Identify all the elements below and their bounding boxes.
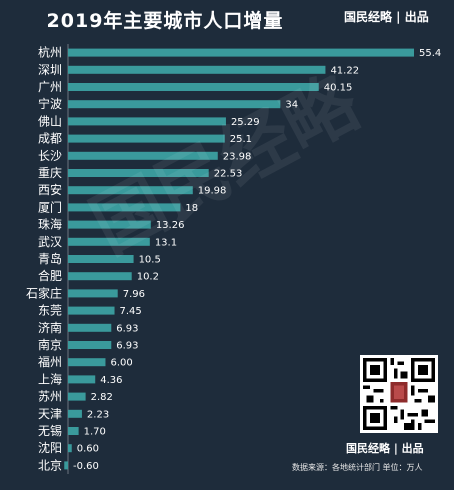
category-label: 无锡 xyxy=(38,423,62,438)
category-label: 广州 xyxy=(38,80,62,94)
bar xyxy=(68,358,106,367)
category-label: 北京 xyxy=(38,458,62,472)
category-label: 南京 xyxy=(38,337,62,352)
value-label: 18 xyxy=(185,203,198,214)
value-label: 25.29 xyxy=(231,117,260,128)
value-label: 13.26 xyxy=(156,220,185,231)
brand-label-bottom: 国民经略 | 出品 xyxy=(346,442,424,455)
value-label: 25.1 xyxy=(230,134,252,145)
category-label: 东莞 xyxy=(38,304,62,318)
value-label: 1.70 xyxy=(84,427,106,438)
category-label: 珠海 xyxy=(38,217,62,232)
value-label: 6.93 xyxy=(116,341,138,352)
bar xyxy=(68,306,115,315)
bar xyxy=(68,100,281,109)
bar xyxy=(68,427,79,435)
value-label: 55.4 xyxy=(419,48,441,59)
bar xyxy=(68,444,72,453)
category-label: 苏州 xyxy=(38,390,62,404)
bar xyxy=(68,65,326,74)
category-label: 长沙 xyxy=(38,149,62,163)
chart-title: 2019年主要城市人口增量 xyxy=(46,10,284,32)
category-label: 重庆 xyxy=(38,166,62,180)
bar xyxy=(68,220,151,229)
bar xyxy=(68,392,86,401)
category-label: 青岛 xyxy=(38,251,62,266)
category-label: 天津 xyxy=(38,407,62,421)
value-label: 19.98 xyxy=(198,186,227,197)
value-label: 6.93 xyxy=(116,323,138,334)
bar xyxy=(64,461,68,470)
value-label: 6.00 xyxy=(110,358,132,369)
value-label: 7.45 xyxy=(120,306,142,317)
bar xyxy=(68,117,226,126)
value-label: 0.60 xyxy=(77,444,99,455)
bar xyxy=(68,255,134,263)
category-label: 深圳 xyxy=(38,63,62,77)
bar xyxy=(68,341,112,349)
bar xyxy=(68,151,218,160)
category-label: 石家庄 xyxy=(26,285,62,300)
value-label: 10.5 xyxy=(139,255,161,266)
category-label: 佛山 xyxy=(38,114,62,128)
qr-code-icon xyxy=(360,355,438,433)
bar xyxy=(68,375,96,384)
category-label: 成都 xyxy=(38,132,62,146)
value-label: 4.36 xyxy=(100,375,122,386)
value-label: 13.1 xyxy=(155,237,177,248)
brand-label-top: 国民经略 | 出品 xyxy=(344,10,429,24)
category-label: 福州 xyxy=(38,354,62,369)
bar xyxy=(68,409,82,418)
bar xyxy=(68,83,319,91)
bar xyxy=(68,289,118,298)
bar xyxy=(68,272,132,281)
value-label: 10.2 xyxy=(137,272,159,283)
value-label: 22.53 xyxy=(214,169,243,180)
category-label: 沈阳 xyxy=(38,440,62,455)
value-label: 7.96 xyxy=(123,289,145,300)
bar xyxy=(68,186,193,195)
value-label: 40.15 xyxy=(324,83,353,94)
category-label: 杭州 xyxy=(38,45,62,60)
bar xyxy=(68,323,112,332)
category-label: 合肥 xyxy=(38,268,62,283)
category-label: 上海 xyxy=(38,371,62,386)
category-label: 西安 xyxy=(38,182,62,197)
data-source-note: 数据来源：各地统计部门 单位：万人 xyxy=(292,463,423,472)
value-label: 41.22 xyxy=(330,65,359,76)
category-label: 武汉 xyxy=(38,235,62,249)
value-label: 2.23 xyxy=(87,409,109,420)
bar xyxy=(68,237,150,246)
bar xyxy=(68,203,181,212)
value-label: 2.82 xyxy=(91,392,113,403)
value-label: 34 xyxy=(285,100,298,111)
bar xyxy=(68,134,225,143)
category-label: 宁波 xyxy=(38,96,62,111)
value-label: 23.98 xyxy=(223,151,252,162)
category-label: 济南 xyxy=(38,320,62,335)
bar xyxy=(68,48,414,57)
value-label: -0.60 xyxy=(73,461,99,472)
bar xyxy=(68,169,209,177)
category-label: 厦门 xyxy=(38,199,62,214)
